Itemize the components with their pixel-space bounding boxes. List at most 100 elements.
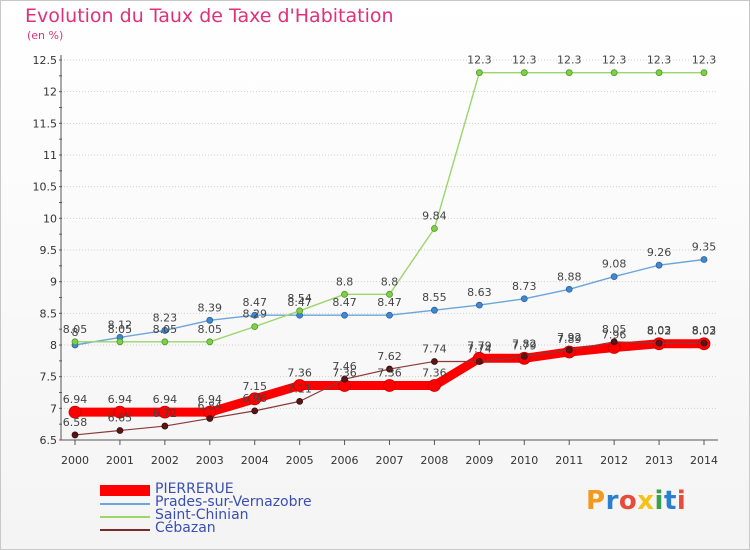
- data-point-prades: [431, 306, 438, 314]
- legend-swatch-saint-chinian: [100, 516, 150, 518]
- data-label-pierrerue: 7.36: [332, 367, 357, 380]
- data-label-saint-chinian: 8.05: [63, 323, 88, 336]
- data-label-saint-chinian: 8.54: [287, 292, 312, 305]
- data-point-prades: [610, 273, 618, 281]
- data-label-saint-chinian: 8.8: [336, 275, 354, 288]
- x-tick-label: 2004: [241, 454, 269, 467]
- data-point-prades: [700, 256, 708, 263]
- data-point-cebazan: [700, 339, 708, 347]
- logo-letter: o: [618, 486, 638, 516]
- data-point-cebazan: [296, 397, 304, 405]
- data-label-prades: 8.47: [377, 296, 402, 309]
- x-tick-label: 2007: [376, 454, 404, 467]
- data-label-prades: 8.12: [108, 318, 133, 331]
- data-point-pierrerue: [383, 379, 396, 392]
- data-label-prades: 9.08: [602, 258, 627, 271]
- data-label-pierrerue: 7.89: [557, 333, 582, 346]
- y-tick-label: 7.5: [40, 371, 58, 384]
- data-point-saint-chinian: [296, 307, 304, 315]
- data-label-saint-chinian: 8.8: [381, 275, 399, 288]
- y-tick-label: 8: [50, 339, 57, 352]
- legend-swatch-pierrerue: [100, 485, 150, 496]
- y-tick-label: 7: [50, 402, 57, 415]
- legend-label: Cébazan: [155, 520, 216, 536]
- data-point-saint-chinian: [251, 323, 259, 331]
- data-label-pierrerue: 6.94: [153, 393, 178, 406]
- data-point-saint-chinian: [116, 338, 124, 346]
- data-point-cebazan: [475, 358, 483, 365]
- data-label-cebazan: 6.65: [108, 412, 133, 425]
- data-label-cebazan: 6.96: [242, 392, 267, 405]
- data-label-saint-chinian: 8.05: [153, 323, 178, 336]
- data-point-prades: [251, 311, 259, 319]
- y-tick-label: 11.5: [33, 117, 58, 130]
- data-point-cebazan: [386, 365, 393, 373]
- x-tick-label: 2012: [600, 454, 628, 467]
- data-point-cebazan: [341, 375, 348, 383]
- data-point-prades: [475, 301, 483, 309]
- data-point-saint-chinian: [700, 69, 708, 77]
- legend-label: Saint-Chinian: [155, 507, 249, 523]
- data-label-prades: 8.73: [512, 280, 537, 293]
- x-tick-label: 2002: [151, 454, 179, 467]
- y-tick-label: 12: [43, 86, 57, 99]
- data-point-saint-chinian: [565, 69, 573, 77]
- data-point-pierrerue: [293, 379, 307, 392]
- data-point-cebazan: [565, 346, 573, 354]
- x-tick-label: 2005: [286, 454, 314, 467]
- series-lines: [68, 69, 711, 439]
- x-tick-label: 2008: [420, 454, 448, 467]
- data-point-cebazan: [431, 358, 438, 365]
- axes: 6.5 7 7.5 8 8.5 9 9.5 10 10.5 11 11.5 12 12.5 2000 200…: [33, 54, 718, 467]
- data-label-pierrerue: 7.96: [602, 329, 627, 342]
- data-point-prades: [565, 285, 573, 293]
- y-tick-label: 10: [43, 212, 57, 225]
- data-label-saint-chinian: 12.3: [602, 54, 627, 67]
- data-label-pierrerue: 6.94: [198, 393, 223, 406]
- legend-swatch-prades: [100, 503, 150, 505]
- data-label-pierrerue: 6.94: [108, 393, 133, 406]
- y-tick-label: 8.5: [40, 307, 58, 320]
- data-label-pierrerue: 8.02: [692, 325, 717, 338]
- logo-letter: i: [676, 486, 687, 516]
- data-label-saint-chinian: 12.3: [512, 54, 537, 67]
- data-label-pierrerue: 8.02: [647, 325, 672, 338]
- data-point-cebazan: [520, 352, 528, 360]
- data-point-pierrerue: [428, 379, 441, 392]
- data-label-saint-chinian: 8.29: [242, 308, 267, 321]
- x-tick-label: 2013: [645, 454, 673, 467]
- data-point-cebazan: [206, 415, 214, 422]
- data-label-cebazan: 8.03: [692, 324, 717, 337]
- x-tick-label: 2001: [106, 454, 134, 467]
- y-tick-label: 6.5: [40, 434, 58, 447]
- x-tick-label: 2014: [690, 454, 718, 467]
- data-label-prades: 8: [72, 326, 79, 339]
- data-label-cebazan: 6.84: [198, 399, 223, 412]
- data-point-pierrerue: [68, 405, 82, 419]
- data-labels: 6.94 6.94 6.94 6.94 7.15 7.36 7.36 7.36 7.36 7.79…: [63, 54, 717, 429]
- data-label-prades: 8.63: [467, 286, 492, 299]
- data-label-saint-chinian: 12.3: [647, 54, 672, 67]
- data-label-saint-chinian: 12.3: [557, 54, 582, 67]
- data-label-prades: 8.23: [153, 311, 178, 324]
- chart-title: Evolution du Taux de Taxe d'Habitation: [25, 5, 394, 27]
- data-label-cebazan: 7.11: [287, 382, 312, 395]
- x-tick-label: 2011: [555, 454, 583, 467]
- data-point-saint-chinian: [161, 338, 169, 346]
- data-label-saint-chinian: 9.84: [422, 209, 447, 222]
- data-label-prades: 8.39: [198, 301, 223, 314]
- data-label-cebazan: 6.58: [63, 416, 88, 429]
- data-point-pierrerue: [248, 392, 262, 406]
- data-label-cebazan: 7.74: [467, 342, 492, 355]
- data-point-cebazan: [116, 427, 124, 434]
- data-label-cebazan: 7.74: [422, 342, 447, 355]
- logo-letter: r: [605, 486, 619, 516]
- legend-label: Prades-sur-Vernazobre: [155, 494, 312, 510]
- data-point-saint-chinian: [475, 69, 483, 77]
- data-point-pierrerue: [113, 405, 127, 419]
- logo-letter: i: [654, 486, 664, 516]
- x-tick-label: 2003: [196, 454, 224, 467]
- data-label-pierrerue: 7.36: [377, 367, 402, 380]
- data-point-saint-chinian: [71, 338, 79, 346]
- data-label-prades: 8.47: [287, 296, 312, 309]
